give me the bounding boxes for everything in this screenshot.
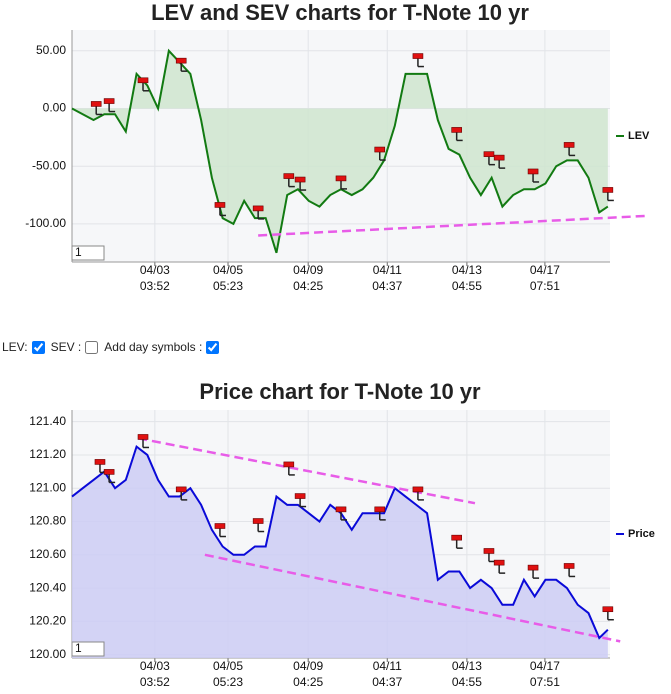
day-symbols-label: Add day symbols : <box>104 340 203 354</box>
day-symbol <box>493 154 505 161</box>
lev-label: LEV: <box>2 340 28 354</box>
day-symbol <box>283 461 295 468</box>
input-value: 1 <box>75 641 82 655</box>
day-symbol <box>103 98 115 104</box>
x-tick-time: 05:23 <box>213 675 243 689</box>
day-symbol <box>294 176 306 183</box>
day-symbol <box>483 151 495 157</box>
x-tick-label: 04/03 <box>140 659 170 673</box>
x-tick-time: 03:52 <box>140 279 170 293</box>
y-tick-label: 120.20 <box>29 614 66 628</box>
controls: LEV: SEV : Add day symbols : <box>2 340 223 354</box>
x-tick-time: 04:37 <box>372 279 402 293</box>
day-symbol <box>374 506 386 513</box>
day-symbol <box>483 548 495 554</box>
x-tick-label: 04/09 <box>293 659 323 673</box>
x-tick-time: 04:25 <box>293 279 323 293</box>
x-tick-label: 04/05 <box>213 659 243 673</box>
day-symbol <box>602 606 614 613</box>
trend-line <box>137 437 476 505</box>
area <box>72 50 608 253</box>
x-tick-time: 04:55 <box>452 279 482 293</box>
day-symbol <box>90 101 102 107</box>
day-symbol <box>602 187 614 193</box>
chart-title: LEV and SEV charts for T-Note 10 yr <box>151 0 529 25</box>
y-tick-label: 0.00 <box>43 101 67 115</box>
x-tick-time: 03:52 <box>140 675 170 689</box>
legend-label: LEV <box>628 130 650 142</box>
input-box <box>71 245 105 261</box>
x-tick-label: 04/09 <box>293 263 323 277</box>
day-symbol <box>137 434 149 440</box>
x-tick-time: 07:51 <box>530 675 560 689</box>
day-symbol <box>563 563 575 569</box>
day-symbol <box>252 518 264 524</box>
day-symbols-checkbox[interactable] <box>206 340 220 354</box>
day-symbol <box>214 523 226 529</box>
sev-label: SEV : <box>50 340 82 354</box>
sev-checkbox[interactable] <box>85 340 99 354</box>
y-tick-label: -100.00 <box>25 216 66 230</box>
input-box <box>71 641 105 657</box>
trend-line <box>204 553 621 643</box>
y-tick-label: 121.40 <box>29 414 66 428</box>
trend-line <box>258 214 648 237</box>
day-symbol <box>335 175 347 182</box>
legend-label: Price <box>628 528 655 540</box>
y-tick-label: 120.80 <box>29 514 66 528</box>
day-symbol <box>175 486 187 493</box>
day-symbol <box>451 534 462 541</box>
x-tick-label: 04/13 <box>452 263 482 277</box>
day-symbol <box>563 142 575 148</box>
day-symbol <box>103 469 115 475</box>
day-symbol <box>527 168 539 175</box>
x-tick-time: 04:25 <box>293 675 323 689</box>
day-symbol <box>137 77 149 84</box>
day-symbol <box>294 493 306 499</box>
x-tick-label: 04/11 <box>373 263 402 277</box>
x-tick-label: 04/03 <box>140 263 170 277</box>
day-symbol <box>214 202 226 208</box>
y-tick-label: 120.40 <box>29 580 66 594</box>
day-symbol <box>412 486 424 493</box>
x-tick-label: 04/05 <box>213 263 243 277</box>
day-symbol <box>175 57 187 64</box>
x-tick-time: 07:51 <box>530 279 560 293</box>
day-symbol <box>283 173 295 179</box>
x-tick-label: 04/17 <box>530 263 560 277</box>
x-tick-time: 04:55 <box>452 675 482 689</box>
y-tick-label: 121.20 <box>29 447 66 461</box>
x-tick-label: 04/17 <box>530 659 560 673</box>
day-symbol <box>451 127 462 133</box>
area <box>72 446 608 658</box>
x-tick-time: 04:37 <box>372 675 402 689</box>
chart-title: Price chart for T-Note 10 yr <box>199 379 481 404</box>
x-tick-time: 05:23 <box>213 279 243 293</box>
y-tick-label: 120.60 <box>29 547 66 561</box>
y-tick-label: 50.00 <box>36 43 66 57</box>
day-symbol <box>94 459 106 465</box>
day-symbol <box>335 506 347 513</box>
x-tick-label: 04/11 <box>373 659 402 673</box>
day-symbol <box>374 146 386 153</box>
y-tick-label: 120.00 <box>29 647 66 661</box>
day-symbol <box>252 205 264 212</box>
y-tick-label: 121.00 <box>29 480 66 494</box>
day-symbol <box>493 559 505 566</box>
lev-checkbox[interactable] <box>31 340 45 354</box>
x-tick-label: 04/13 <box>452 659 482 673</box>
day-symbol <box>527 564 539 571</box>
y-tick-label: -50.00 <box>32 158 66 172</box>
input-value: 1 <box>75 245 82 259</box>
day-symbol <box>412 53 424 59</box>
